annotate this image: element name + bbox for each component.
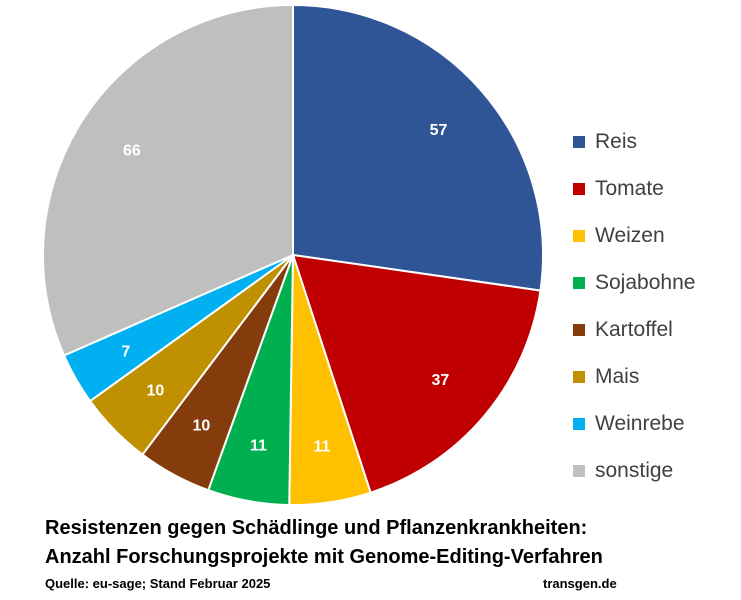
legend-swatch <box>573 229 585 242</box>
data-label-sonstige: 66 <box>123 143 141 160</box>
legend-item-tomate: Tomate <box>573 165 695 212</box>
data-label-reis: 57 <box>430 122 448 139</box>
legend-item-weizen: Weizen <box>573 212 695 259</box>
source-note: Quelle: eu-sage; Stand Februar 2025 <box>45 576 271 591</box>
legend-swatch <box>573 276 585 289</box>
legend-swatch <box>573 182 585 195</box>
data-label-tomate: 37 <box>431 372 449 389</box>
legend-item-mais: Mais <box>573 353 695 400</box>
data-label-mais: 10 <box>146 383 164 400</box>
legend-label-sojabohne: Sojabohne <box>595 270 696 294</box>
pie-slice-sonstige <box>42 3 294 357</box>
legend: Reis Tomate Weizen Sojabohne Kartoffel M… <box>573 118 695 494</box>
legend-swatch <box>573 417 585 430</box>
chart-title-line-1: Resistenzen gegen Schädlinge und Pflanze… <box>45 517 588 539</box>
legend-swatch <box>573 135 585 148</box>
data-label-weizen: 11 <box>313 438 330 455</box>
pie-slice-reis <box>292 3 544 292</box>
data-label-weinrebe: 7 <box>121 343 130 360</box>
data-label-kartoffel: 10 <box>192 417 210 434</box>
legend-item-kartoffel: Kartoffel <box>573 306 695 353</box>
legend-label-tomate: Tomate <box>595 176 664 200</box>
legend-swatch <box>573 370 585 383</box>
chart-title-line-2: Anzahl Forschungsprojekte mit Genome-Edi… <box>45 546 603 568</box>
legend-swatch <box>573 323 585 336</box>
legend-label-weizen: Weizen <box>595 223 665 247</box>
chart-title: Resistenzen gegen Schädlinge und Pflanze… <box>45 514 603 572</box>
pie-slice-tomate <box>291 253 542 494</box>
legend-label-sonstige: sonstige <box>595 458 674 482</box>
legend-item-reis: Reis <box>573 118 695 165</box>
site-credit: transgen.de <box>543 576 617 591</box>
pie-chart: 57 37 11 11 10 10 7 66 <box>42 3 544 506</box>
legend-label-reis: Reis <box>595 129 638 153</box>
legend-item-sonstige: sonstige <box>573 447 695 494</box>
legend-item-sojabohne: Sojabohne <box>573 259 695 306</box>
legend-label-mais: Mais <box>595 364 640 388</box>
legend-swatch <box>573 464 585 477</box>
legend-label-weinrebe: Weinrebe <box>595 411 685 435</box>
legend-item-weinrebe: Weinrebe <box>573 400 695 447</box>
legend-label-kartoffel: Kartoffel <box>595 317 673 341</box>
data-label-sojabohne: 11 <box>250 437 267 454</box>
